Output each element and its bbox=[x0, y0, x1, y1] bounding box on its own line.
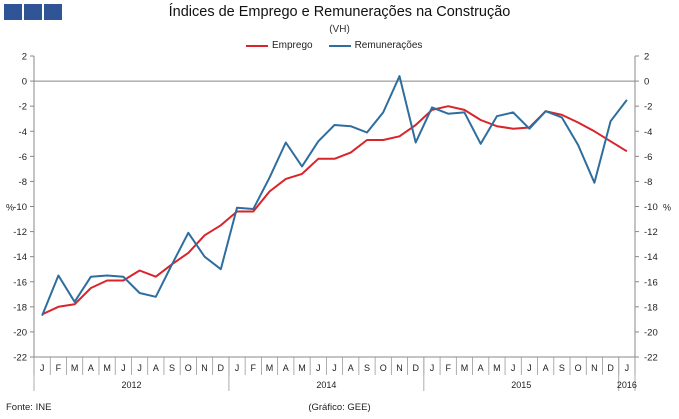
x-month-label: D bbox=[412, 363, 419, 373]
y-tick-label-left: -12 bbox=[13, 227, 27, 238]
x-month-label: J bbox=[332, 363, 337, 373]
x-month-label: J bbox=[625, 363, 630, 373]
y-tick-label-left: -4 bbox=[19, 127, 27, 138]
y-tick-label-right: -8 bbox=[644, 177, 652, 188]
x-month-label: A bbox=[348, 363, 354, 373]
gee-logo bbox=[4, 4, 62, 20]
x-month-label: O bbox=[380, 363, 387, 373]
y-tick-label-right: -20 bbox=[644, 327, 658, 338]
x-year-label: 2012 bbox=[121, 380, 141, 390]
x-month-label: S bbox=[169, 363, 175, 373]
y-tick-label-left: -14 bbox=[13, 252, 27, 263]
x-month-label: J bbox=[316, 363, 321, 373]
y-tick-label-left: -8 bbox=[19, 177, 27, 188]
y-tick-label-left: -6 bbox=[19, 152, 27, 163]
x-month-label: F bbox=[251, 363, 257, 373]
legend-swatch-remuneracoes bbox=[328, 44, 351, 47]
y-tick-label-right: -2 bbox=[644, 102, 652, 113]
chart-title: Índices de Emprego e Remunerações na Con… bbox=[168, 4, 511, 20]
legend-label-remuneracoes: Remunerações bbox=[354, 40, 423, 51]
y-tick-label-left: -10 bbox=[13, 202, 27, 213]
chart-legend: Emprego Remunerações bbox=[246, 40, 438, 51]
chart-subtitle: (VH) bbox=[329, 24, 350, 35]
x-month-label: M bbox=[103, 363, 111, 373]
y-tick-label-left: 0 bbox=[22, 77, 27, 88]
y-tick-label-left: -20 bbox=[13, 327, 27, 338]
y-tick-label-left: -2 bbox=[19, 102, 27, 113]
x-month-label: D bbox=[218, 363, 225, 373]
legend-swatch-emprego bbox=[246, 44, 268, 47]
x-month-label: J bbox=[137, 363, 142, 373]
x-month-label: A bbox=[543, 363, 549, 373]
logo-square bbox=[24, 4, 42, 20]
x-month-label: J bbox=[527, 363, 532, 373]
x-month-label: J bbox=[511, 363, 516, 373]
x-year-label: 2015 bbox=[511, 380, 531, 390]
x-month-label: J bbox=[40, 363, 45, 373]
y-tick-label-left: -18 bbox=[13, 302, 27, 313]
legend-item-remuneracoes: Remunerações bbox=[328, 40, 423, 51]
x-month-label: M bbox=[493, 363, 501, 373]
logo-square bbox=[44, 4, 62, 20]
x-month-label: M bbox=[298, 363, 306, 373]
x-month-label: O bbox=[185, 363, 192, 373]
y-axis-label-right: % bbox=[663, 203, 671, 213]
y-tick-label-right: 0 bbox=[644, 77, 649, 88]
x-month-label: A bbox=[88, 363, 94, 373]
y-tick-label-right: -16 bbox=[644, 277, 658, 288]
y-tick-label-right: -6 bbox=[644, 152, 652, 163]
x-month-label: M bbox=[461, 363, 469, 373]
x-month-label: O bbox=[575, 363, 582, 373]
y-tick-label-left: -22 bbox=[13, 353, 27, 364]
x-month-label: F bbox=[445, 363, 451, 373]
series-line-remuneracoes bbox=[41, 75, 628, 316]
x-year-label: 2014 bbox=[316, 380, 336, 390]
source-note: Fonte: INE bbox=[6, 402, 52, 413]
x-month-label: N bbox=[591, 363, 598, 373]
x-month-label: S bbox=[559, 363, 565, 373]
y-tick-label-right: -4 bbox=[644, 127, 652, 138]
y-tick-label-right: -14 bbox=[644, 252, 658, 263]
credit-note: (Gráfico: GEE) bbox=[308, 402, 371, 413]
y-tick-label-left: -16 bbox=[13, 277, 27, 288]
y-tick-label-right: -22 bbox=[644, 353, 658, 364]
x-month-label: M bbox=[266, 363, 274, 373]
y-tick-label-left: 2 bbox=[22, 52, 27, 63]
logo-square bbox=[4, 4, 22, 20]
y-axis-label-left: % bbox=[6, 203, 14, 213]
y-tick-label-right: -12 bbox=[644, 227, 658, 238]
x-year-label: 2016 bbox=[617, 380, 637, 390]
x-month-label: M bbox=[71, 363, 79, 373]
y-tick-label-right: -10 bbox=[644, 202, 658, 213]
x-month-label: J bbox=[235, 363, 240, 373]
x-month-label: F bbox=[56, 363, 62, 373]
x-month-label: S bbox=[364, 363, 370, 373]
x-month-label: A bbox=[153, 363, 159, 373]
x-month-label: J bbox=[121, 363, 126, 373]
legend-label-emprego: Emprego bbox=[272, 40, 313, 51]
legend-item-emprego: Emprego bbox=[246, 40, 313, 51]
x-month-label: D bbox=[607, 363, 614, 373]
y-tick-label-right: 2 bbox=[644, 52, 649, 63]
y-tick-label-right: -18 bbox=[644, 302, 658, 313]
x-month-label: A bbox=[478, 363, 484, 373]
x-month-label: N bbox=[201, 363, 208, 373]
x-month-label: A bbox=[283, 363, 289, 373]
x-month-label: N bbox=[396, 363, 403, 373]
x-month-label: J bbox=[430, 363, 435, 373]
